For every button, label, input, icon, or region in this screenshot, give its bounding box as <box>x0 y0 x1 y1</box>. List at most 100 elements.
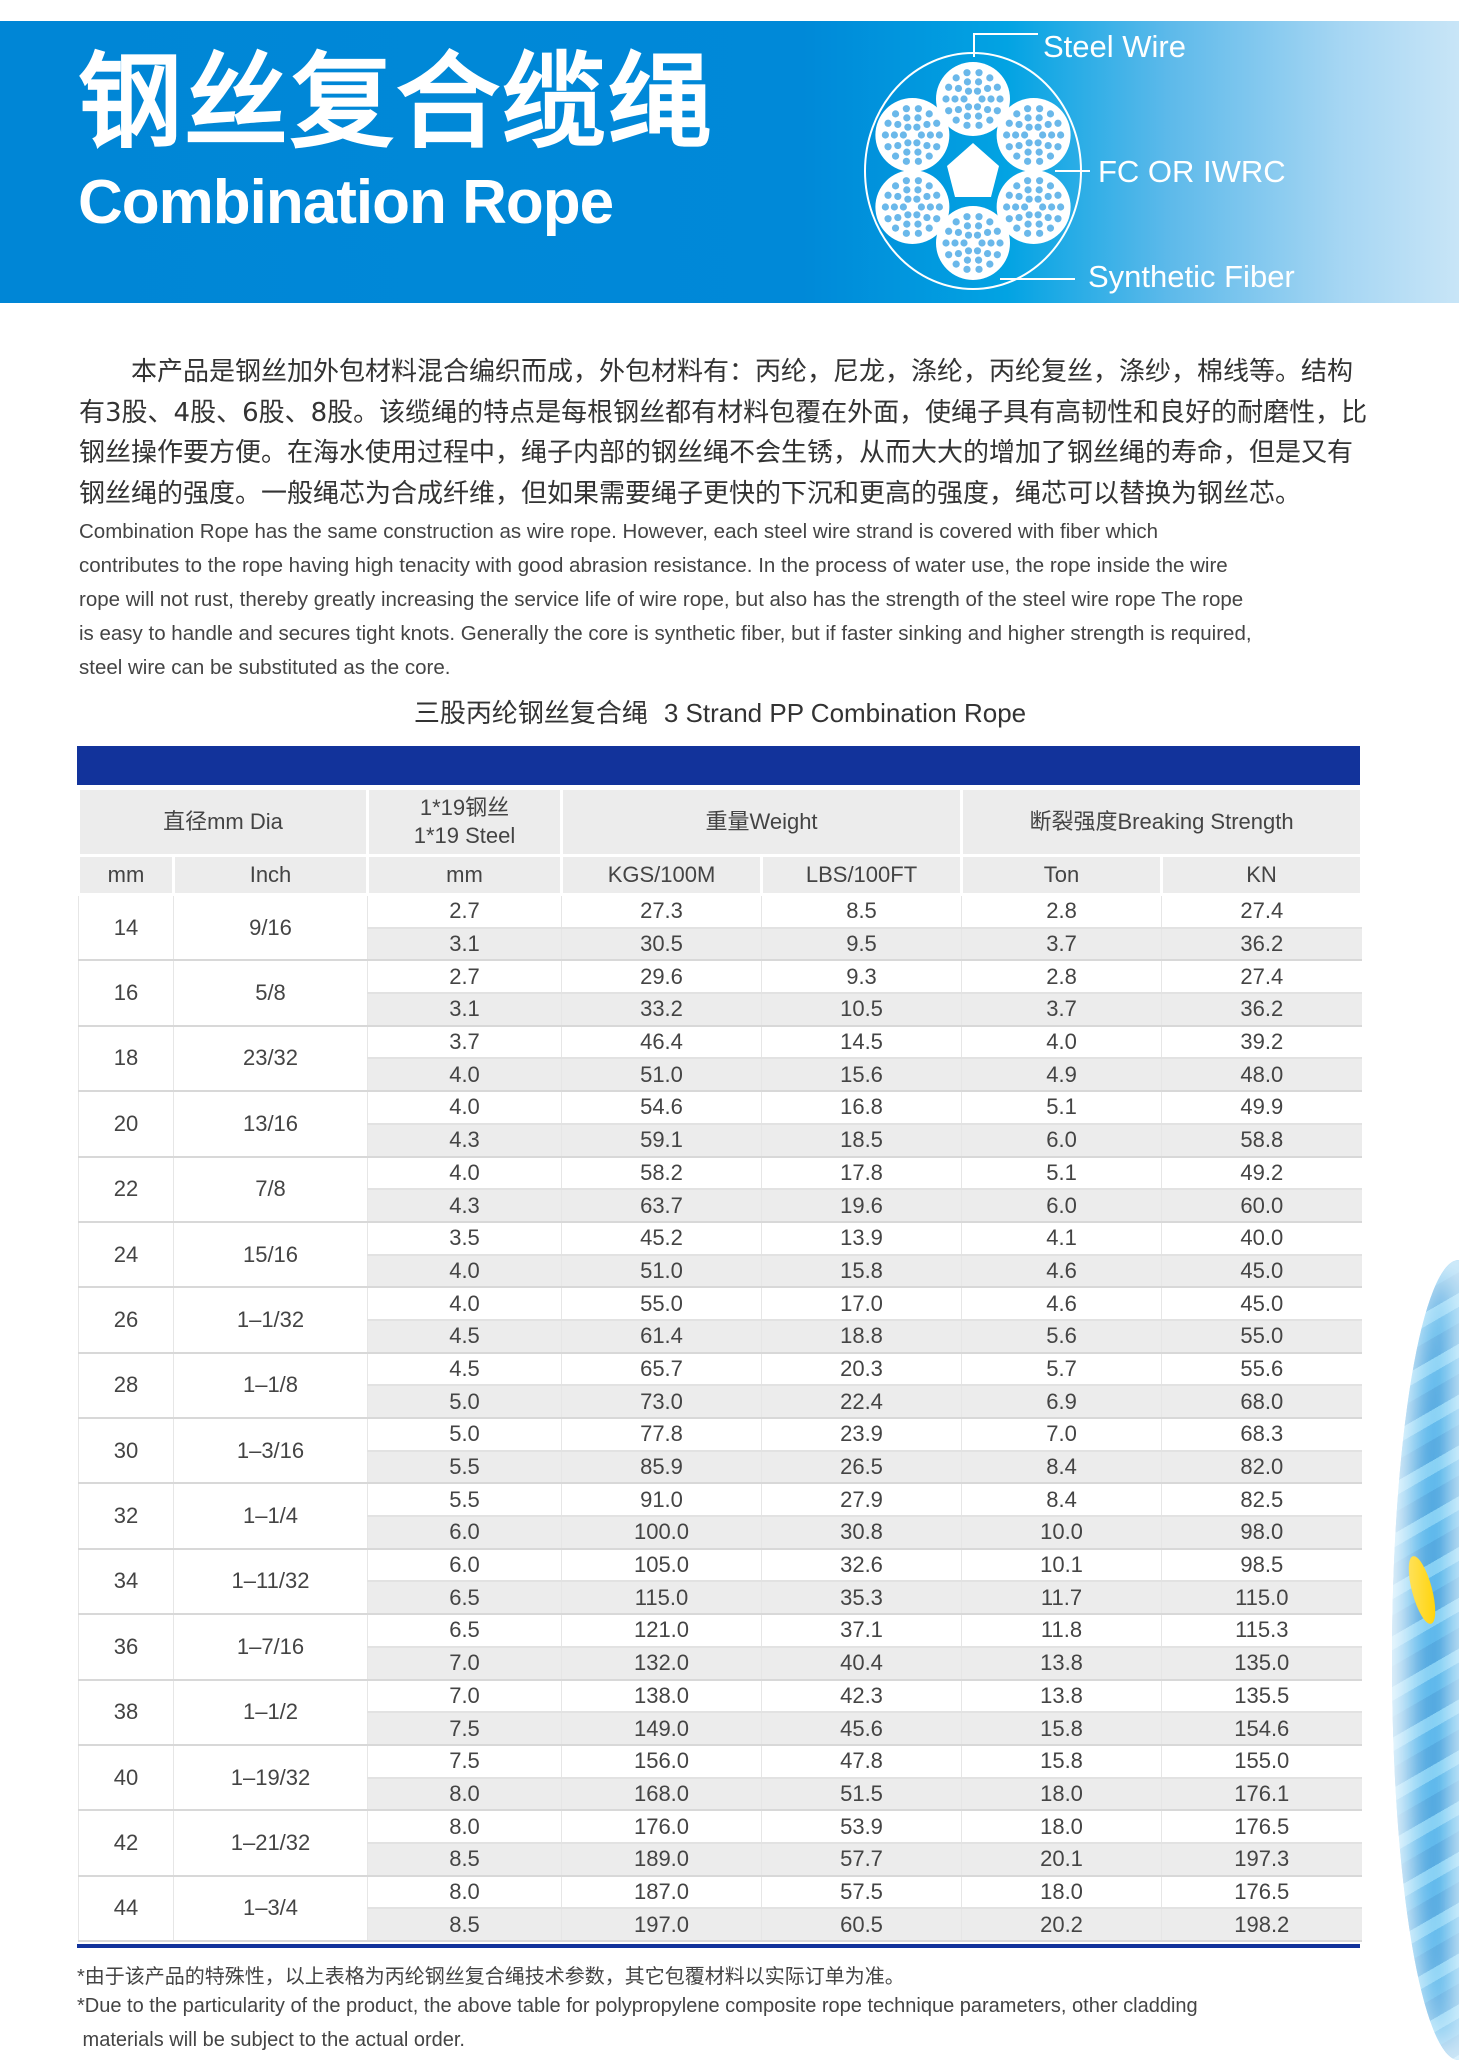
table-row: 8.5 189.0 57.7 20.1 197.3 <box>79 1842 1362 1877</box>
subheader-steel-mm: mm <box>366 854 563 896</box>
cell-ton: 6.9 <box>961 1385 1162 1419</box>
wire-icon <box>914 148 922 156</box>
wire-icon <box>884 191 892 199</box>
wire-icon <box>894 192 902 201</box>
cell-kgs-100m: 58.2 <box>561 1156 762 1191</box>
wire-icon <box>945 107 953 115</box>
cell-kgs-100m: 45.2 <box>561 1221 762 1256</box>
header-steel-en: 1*19 Steel <box>413 823 516 848</box>
wire-icon <box>884 143 892 151</box>
cell-kn: 48.0 <box>1161 1058 1362 1093</box>
subheader-lbs: LBS/100FT <box>759 854 964 896</box>
table-row: 28 1–1/8 4.5 65.7 20.3 5.7 55.6 <box>78 1352 1362 1420</box>
wire-icon <box>1046 110 1055 118</box>
cell-ton: 11.7 <box>961 1581 1162 1616</box>
header-weight: 重量Weight <box>559 787 964 857</box>
wire-icon <box>935 203 943 211</box>
wire-icon <box>1057 203 1065 211</box>
wire-icon <box>1025 195 1033 203</box>
cell-inch: 7/8 <box>173 1156 368 1223</box>
cell-ton: 8.4 <box>961 1450 1162 1485</box>
wire-icon <box>933 143 941 151</box>
wire-icon <box>903 114 911 122</box>
wire-icon <box>904 123 912 131</box>
wire-icon <box>983 228 992 237</box>
table-row: 18 23/32 3.7 46.4 14.5 4.0 39.2 <box>78 1025 1362 1093</box>
cell-ton: 15.8 <box>961 1712 1162 1746</box>
wire-icon <box>952 116 960 124</box>
cell-dia-mm: 20 <box>78 1091 174 1158</box>
subheader-ton: Ton <box>960 854 1164 896</box>
spec-table: 直径mm Dia 1*19钢丝 1*19 Steel 重量Weight 断裂强度B… <box>77 787 1364 1943</box>
wire-icon <box>913 139 921 147</box>
wire-icon <box>975 121 983 129</box>
table-row: 32 1–1/4 5.5 91.0 27.9 8.4 82.5 <box>78 1483 1362 1550</box>
footnote-cn: *由于该产品的特殊性，以上表格为丙纶钢丝复合绳技术参数，其它包覆材料以实际订单为… <box>77 1966 905 1988</box>
cell-kn: 49.2 <box>1161 1156 1362 1191</box>
cell-lbs-100ft: 17.0 <box>760 1287 962 1321</box>
wire-icon <box>891 110 900 118</box>
cell-kn: 176.5 <box>1161 1875 1362 1910</box>
wire-icon <box>1036 105 1044 113</box>
cell-steel-mm: 6.0 <box>367 1516 562 1550</box>
wire-icon <box>1015 120 1023 129</box>
cell-steel-mm: 6.0 <box>367 1548 562 1583</box>
table-row: 7.0 132.0 40.4 13.8 135.0 <box>79 1646 1362 1681</box>
wire-icon <box>1003 131 1011 139</box>
cell-kn: 198.2 <box>1161 1908 1362 1942</box>
table-title: 三股丙纶钢丝复合绳 3 Strand PP Combination Rope <box>0 693 1440 730</box>
subheader-dia-mm: mm <box>77 854 175 896</box>
wire-icon <box>933 119 941 127</box>
wire-icon <box>1005 191 1013 199</box>
cell-steel-mm: 7.5 <box>367 1744 562 1779</box>
cell-kn: 58.8 <box>1161 1123 1362 1158</box>
cell-lbs-100ft: 15.6 <box>760 1058 962 1093</box>
label-synthetic-fiber: Synthetic Fiber <box>1088 259 1295 294</box>
wire-icon <box>978 95 986 103</box>
cell-ton: 18.0 <box>961 1810 1162 1844</box>
wire-icon <box>914 105 922 113</box>
wire-icon <box>891 182 900 190</box>
cell-lbs-100ft: 30.8 <box>760 1516 962 1550</box>
cell-inch: 1–1/32 <box>173 1287 368 1354</box>
cell-kn: 154.6 <box>1161 1712 1362 1746</box>
cell-inch: 1–7/16 <box>173 1614 368 1681</box>
cell-lbs-100ft: 27.9 <box>760 1483 962 1518</box>
table-row: 26 1–1/32 4.0 55.0 17.0 4.6 45.0 <box>78 1287 1362 1354</box>
wire-icon <box>1024 186 1032 194</box>
wire-icon <box>952 260 960 268</box>
cell-lbs-100ft: 8.5 <box>760 894 962 929</box>
wire-icon <box>974 222 983 230</box>
wire-icon <box>1013 110 1021 118</box>
header-steel: 1*19钢丝 1*19 Steel <box>366 787 563 857</box>
cell-inch: 13/16 <box>173 1091 368 1158</box>
cell-ton: 20.1 <box>961 1842 1162 1877</box>
description-english: Combination Rope has the same constructi… <box>79 515 1369 685</box>
cell-kgs-100m: 63.7 <box>561 1189 762 1223</box>
cell-inch: 1–1/2 <box>173 1679 368 1746</box>
wire-icon <box>1046 152 1055 160</box>
description-cn-line: 有3股、4股、6股、8股。该缆绳的特点是每根钢丝都有材料包覆在外面，使绳子具有高… <box>79 397 1368 428</box>
cell-kgs-100m: 132.0 <box>561 1646 762 1681</box>
wire-icon <box>1024 220 1032 228</box>
wire-icon <box>902 177 910 185</box>
title-chinese: 钢丝复合缆绳 <box>78 41 715 163</box>
wire-icon <box>925 110 933 118</box>
wire-icon <box>913 211 921 219</box>
cell-ton: 2.8 <box>961 960 1162 995</box>
wire-icon <box>974 112 983 120</box>
wire-icon <box>1057 131 1065 139</box>
cell-steel-mm: 5.5 <box>367 1483 562 1518</box>
wire-icon <box>1024 229 1032 237</box>
wire-icon <box>1013 152 1021 160</box>
wire-icon <box>1034 123 1042 131</box>
wire-icon <box>891 152 900 160</box>
cell-kgs-100m: 156.0 <box>561 1744 762 1779</box>
table-row: 6.0 100.0 30.8 10.0 98.0 <box>79 1516 1362 1550</box>
wire-icon <box>1044 141 1052 150</box>
cell-kgs-100m: 168.0 <box>561 1777 762 1812</box>
cell-inch: 1–1/8 <box>173 1352 368 1420</box>
cell-steel-mm: 3.1 <box>367 993 562 1027</box>
table-row: 36 1–7/16 6.5 121.0 37.1 11.8 115.3 <box>78 1614 1362 1681</box>
cell-kn: 27.4 <box>1161 894 1362 929</box>
